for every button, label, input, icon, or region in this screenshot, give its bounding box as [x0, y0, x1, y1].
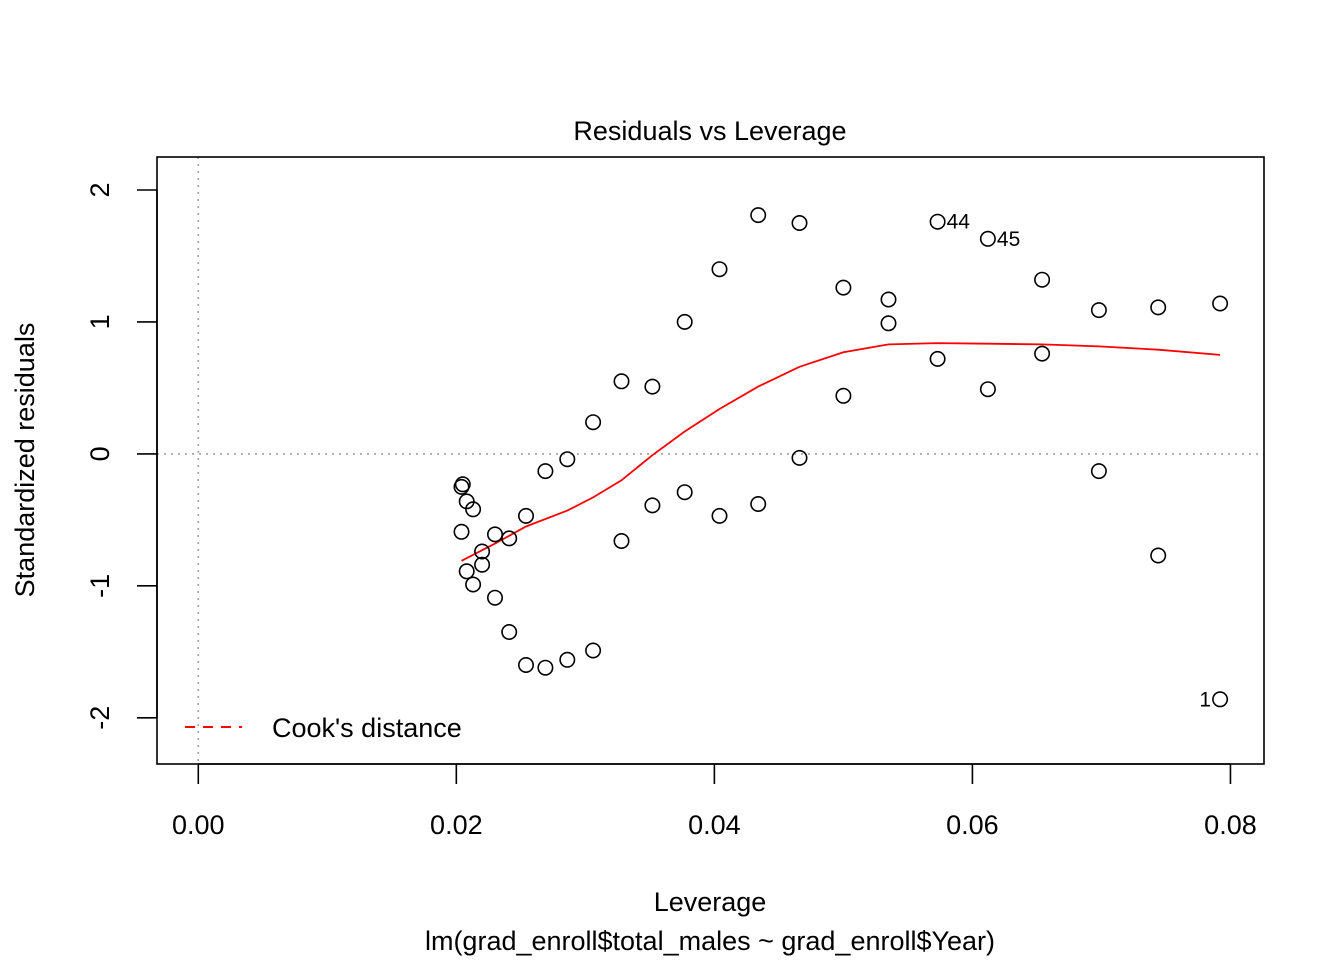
data-point: [537, 463, 554, 480]
data-point: [711, 507, 728, 524]
data-point: [676, 313, 693, 330]
data-point: [835, 279, 852, 296]
data-point: [644, 497, 661, 514]
data-point: [537, 659, 554, 676]
data-point: [929, 213, 946, 230]
data-point: [501, 623, 518, 640]
data-point: [711, 261, 728, 278]
data-point: [613, 532, 630, 549]
data-point: [1034, 345, 1051, 362]
data-point: [1034, 271, 1051, 288]
data-point: [880, 315, 897, 332]
y-tick-label: 1: [85, 314, 115, 329]
data-point: [1090, 463, 1107, 480]
data-point: [453, 523, 470, 540]
y-axis: -2 -1 0 1 2: [85, 182, 158, 730]
y-tick-label: -1: [85, 574, 115, 598]
data-point: [1150, 299, 1167, 316]
data-point: [750, 207, 767, 224]
data-point: [750, 495, 767, 512]
x-tick-label: 0.06: [946, 810, 999, 840]
data-point: [517, 507, 534, 524]
data-point: [613, 373, 630, 390]
data-point: [585, 642, 602, 659]
x-tick-label: 0.08: [1204, 810, 1257, 840]
data-point: [1212, 691, 1229, 708]
x-tick-label: 0.02: [430, 810, 483, 840]
data-point: [835, 387, 852, 404]
point-label: 45: [997, 228, 1020, 251]
data-point: [676, 484, 693, 501]
legend: Cook's distance: [185, 713, 462, 743]
data-point: [979, 230, 996, 247]
x-axis: 0.00 0.02 0.04 0.06 0.08: [172, 763, 1257, 840]
data-point: [585, 414, 602, 431]
point-label: 44: [947, 211, 971, 234]
data-point: [880, 291, 897, 308]
data-point: [929, 350, 946, 367]
y-axis-label: Standardized residuals: [10, 323, 40, 598]
points-layer: [453, 207, 1229, 708]
smooth-line-layer: [461, 342, 1221, 562]
reference-lines: [157, 157, 1264, 764]
data-point: [559, 451, 576, 468]
data-point: [486, 589, 503, 606]
data-point: [465, 501, 482, 518]
data-point: [474, 543, 491, 560]
data-point: [465, 576, 482, 593]
y-tick-label: 2: [85, 182, 115, 197]
chart-subtitle: lm(grad_enroll$total_males ~ grad_enroll…: [425, 926, 995, 956]
data-point: [1150, 547, 1167, 564]
data-point: [1212, 295, 1229, 312]
smooth-line: [461, 342, 1221, 562]
data-point: [517, 656, 534, 673]
chart-title: Residuals vs Leverage: [573, 116, 846, 146]
x-tick-label: 0.00: [172, 810, 225, 840]
x-axis-label: Leverage: [654, 887, 767, 917]
y-tick-label: -2: [85, 706, 115, 730]
data-point: [791, 449, 808, 466]
data-point: [791, 215, 808, 232]
y-tick-label: 0: [85, 446, 115, 461]
data-point: [501, 530, 518, 547]
data-point: [1090, 302, 1107, 319]
data-point: [453, 478, 470, 495]
data-point: [474, 556, 491, 573]
point-labels-layer: 44 45 1: [947, 211, 1212, 712]
data-point: [644, 378, 661, 395]
data-point: [559, 651, 576, 668]
legend-cooks-distance-label: Cook's distance: [272, 713, 462, 743]
point-label: 1: [1199, 688, 1211, 711]
data-point: [486, 526, 503, 543]
data-point: [458, 563, 475, 580]
data-point: [979, 381, 996, 398]
x-tick-label: 0.04: [688, 810, 741, 840]
